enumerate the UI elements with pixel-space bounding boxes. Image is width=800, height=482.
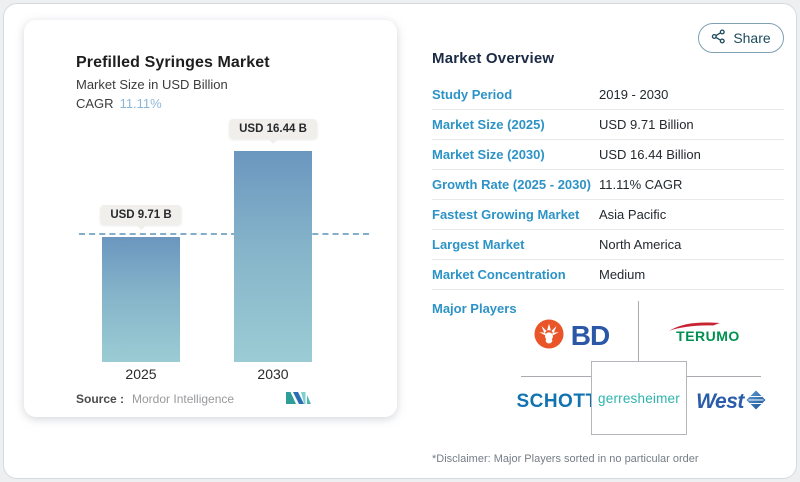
- schott-logo-text: SCHOTT: [516, 391, 598, 412]
- row-label: Fastest Growing Market: [432, 207, 580, 222]
- table-row-market-size-2025: Market Size (2025) USD 9.71 Billion: [432, 110, 784, 140]
- share-icon: [711, 29, 726, 47]
- west-logo-text: West: [696, 390, 744, 413]
- mordor-intelligence-logo-icon: [286, 391, 312, 410]
- row-value: Asia Pacific: [599, 207, 667, 222]
- row-label: Market Concentration: [432, 267, 566, 282]
- source-value: Mordor Intelligence: [132, 392, 235, 406]
- bar-2025: [102, 237, 180, 362]
- x-axis-label-2030: 2030: [257, 366, 289, 382]
- bar-2030: [234, 151, 312, 362]
- row-label: Growth Rate (2025 - 2030): [432, 177, 591, 192]
- gerresheimer-logo-text: gerresheimer: [598, 390, 680, 406]
- chart-card: Prefilled Syringes Market Market Size in…: [24, 20, 397, 417]
- table-row-study-period: Study Period 2019 - 2030: [432, 80, 784, 110]
- market-overview-panel: Market Overview Study Period 2019 - 2030…: [432, 50, 784, 465]
- west-diamond-icon: [746, 390, 766, 415]
- chart-cagr-line: CAGR 11.11%: [76, 96, 270, 111]
- overview-table: Study Period 2019 - 2030 Market Size (20…: [432, 80, 784, 290]
- share-button[interactable]: Share: [698, 23, 784, 53]
- logo-gerresheimer: gerresheimer: [591, 361, 687, 435]
- row-value: North America: [599, 237, 682, 252]
- major-players-label: Major Players: [432, 301, 517, 316]
- x-axis-label-2025: 2025: [125, 366, 157, 382]
- row-value: USD 16.44 Billion: [599, 147, 701, 162]
- row-label: Market Size (2025): [432, 117, 545, 132]
- row-label: Market Size (2030): [432, 147, 545, 162]
- row-value: Medium: [599, 267, 646, 282]
- source-row: Source : Mordor Intelligence: [76, 392, 234, 406]
- cagr-value: 11.11%: [119, 96, 162, 111]
- row-value: 2019 - 2030: [599, 87, 669, 102]
- chart-subtitle: Market Size in USD Billion: [76, 77, 228, 92]
- overview-title: Market Overview: [432, 50, 555, 67]
- reference-dashed-line: [79, 233, 369, 235]
- share-button-label: Share: [733, 30, 771, 46]
- chart-title: Prefilled Syringes Market: [76, 54, 270, 71]
- table-row-market-size-2030: Market Size (2030) USD 16.44 Billion: [432, 140, 784, 170]
- cagr-label: CAGR: [76, 96, 114, 111]
- grid-divider-vertical: [638, 301, 639, 361]
- report-page: Prefilled Syringes Market Market Size in…: [3, 3, 797, 479]
- table-row-growth-rate: Growth Rate (2025 - 2030) 11.11% CAGR: [432, 170, 784, 200]
- table-row-fastest-growing-market: Fastest Growing Market Asia Pacific: [432, 200, 784, 230]
- terumo-logo-text: TERUMO: [676, 328, 740, 344]
- row-value: 11.11% CAGR: [599, 177, 683, 192]
- major-players-grid: BD TERUMO SCHOTT: [509, 299, 774, 439]
- logo-schott: SCHOTT: [512, 383, 602, 421]
- bar-value-label-2030: USD 16.44 B: [229, 119, 317, 139]
- bd-starburst-icon: [534, 318, 564, 354]
- logo-terumo: TERUMO: [647, 319, 769, 355]
- terumo-swoosh-icon: [668, 320, 730, 338]
- bar-chart-plot: USD 9.71 B USD 16.44 B: [24, 102, 397, 362]
- table-row-market-concentration: Market Concentration Medium: [432, 260, 784, 290]
- bar-value-label-2025: USD 9.71 B: [100, 205, 182, 225]
- source-label: Source :: [76, 392, 125, 406]
- disclaimer-text: *Disclaimer: Major Players sorted in no …: [432, 453, 699, 465]
- major-players-section: Major Players: [432, 299, 784, 439]
- chart-header: Prefilled Syringes Market Market Size in…: [76, 54, 270, 111]
- row-label: Study Period: [432, 87, 513, 102]
- bd-logo-text: BD: [570, 320, 610, 351]
- row-label: Largest Market: [432, 237, 525, 252]
- logo-bd: BD: [509, 307, 634, 365]
- logo-west: West: [689, 383, 773, 421]
- row-value: USD 9.71 Billion: [599, 117, 694, 132]
- table-row-largest-market: Largest Market North America: [432, 230, 784, 260]
